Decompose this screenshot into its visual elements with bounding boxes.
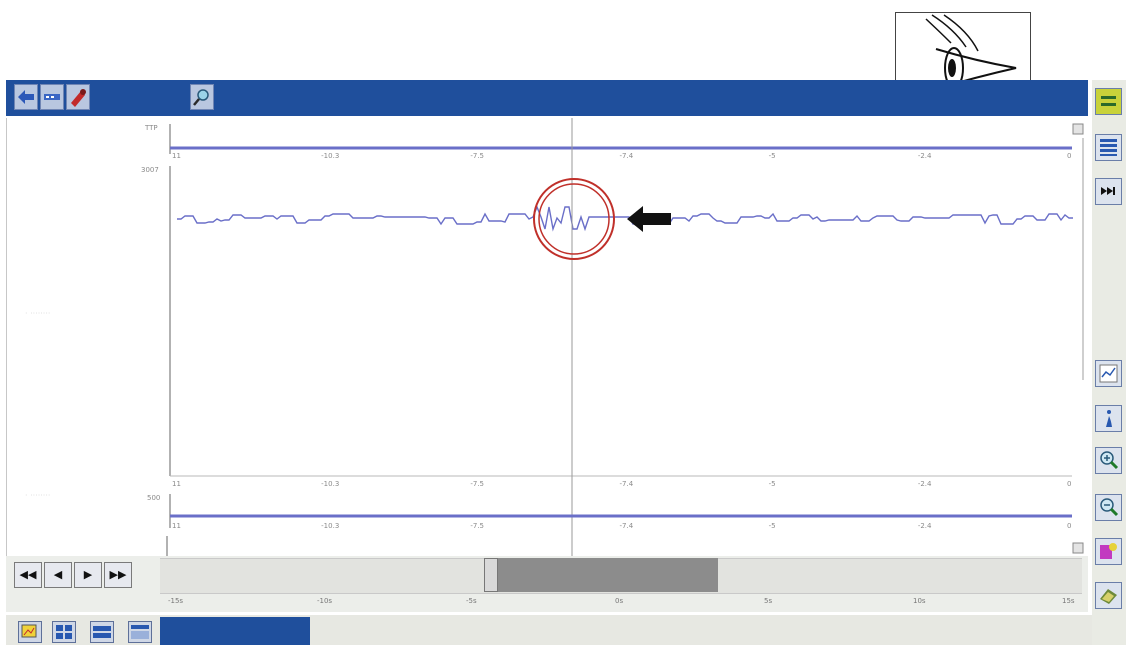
bottom-channel-ylabel: 500	[147, 494, 160, 502]
x-tick-label: -7.4	[620, 480, 634, 488]
skip-end-button[interactable]	[1095, 178, 1122, 205]
color-icon	[1100, 543, 1117, 559]
highlight-circle-inner	[538, 183, 610, 255]
x-tick-label: -2.4	[918, 522, 932, 530]
previous-button[interactable]: ◀	[44, 562, 72, 588]
list-view-icon	[93, 626, 111, 638]
expand-icon	[1101, 96, 1116, 106]
main-channel-ylabel: 3007	[141, 166, 159, 174]
graph-canvas[interactable]: TTP 3007 500 11 -10.3 -7.5 -7.4 -5 -2.4 0 11 -1…	[7, 118, 1089, 558]
status-icon	[44, 94, 60, 100]
table-view-icon	[131, 625, 149, 639]
info-icon	[1106, 410, 1112, 427]
magnifier-button[interactable]	[190, 84, 214, 110]
x-tick-label: 11	[172, 152, 181, 160]
x-tick-label: 11	[172, 480, 181, 488]
tool-icon	[71, 89, 86, 107]
x-tick-label: -7.4	[620, 152, 634, 160]
x-tick-label: -10.3	[321, 152, 339, 160]
graph-view-icon	[21, 624, 37, 638]
zoom-out-icon	[1100, 498, 1119, 517]
color-button[interactable]	[1095, 538, 1122, 565]
pointer-arrow-icon	[627, 206, 671, 232]
tool-button[interactable]	[66, 84, 90, 110]
timeline-tick-label: -15s	[168, 597, 184, 605]
x-tick-label: 0	[1067, 480, 1071, 488]
x-tick-label: -2.4	[918, 152, 932, 160]
first-button[interactable]: ◀◀	[14, 562, 42, 588]
x-tick-label: -7.5	[470, 522, 484, 530]
chart-icon	[1099, 364, 1118, 383]
top-channel-ylabel: TTP	[144, 124, 158, 132]
magnifier-icon	[193, 89, 209, 106]
right-toolbar	[1092, 80, 1126, 645]
x-tick-label: -5	[769, 480, 776, 488]
timeline-thumb-handle[interactable]	[484, 558, 498, 592]
x-tick-label: -7.5	[470, 152, 484, 160]
back-arrow-icon	[18, 90, 34, 104]
info-button[interactable]	[1095, 405, 1122, 432]
top-toolbar	[6, 80, 1088, 116]
timeline-tick-label: -5s	[466, 597, 477, 605]
grid-view-button[interactable]	[52, 621, 76, 643]
zoom-in-icon	[1100, 451, 1119, 470]
back-arrow-button[interactable]	[14, 84, 38, 110]
top-x-ticks: 11 -10.3 -7.5 -7.4 -5 -2.4 0	[172, 152, 1071, 160]
bottom-x-ticks: 11 -10.3 -7.5 -7.4 -5 -2.4 0	[172, 522, 1071, 530]
expand-button[interactable]	[1095, 88, 1122, 115]
print-icon	[1100, 589, 1117, 604]
main-channel-trace	[177, 205, 1073, 232]
x-tick-label: 0	[1067, 152, 1071, 160]
x-tick-label: -7.5	[470, 480, 484, 488]
x-tick-label: -5	[769, 522, 776, 530]
timeline-tick-label: 0s	[615, 597, 624, 605]
highlight-circle-outer	[533, 178, 615, 260]
x-tick-label: -7.4	[620, 522, 634, 530]
graph-view-button[interactable]	[18, 621, 42, 643]
timeline-tick-label: 15s	[1062, 597, 1075, 605]
table-view-button[interactable]	[128, 621, 152, 643]
last-button[interactable]: ▶▶	[104, 562, 132, 588]
scroll-up-button[interactable]	[1072, 123, 1084, 135]
zoom-in-button[interactable]	[1095, 447, 1122, 474]
grid-view-icon	[56, 625, 72, 639]
list-icon	[1100, 139, 1117, 156]
timeline-tick-label: 5s	[764, 597, 773, 605]
list-view-button[interactable]	[90, 621, 114, 643]
zoom-out-button[interactable]	[1095, 494, 1122, 521]
x-tick-label: 0	[1067, 522, 1071, 530]
timeline-tick-label: -10s	[317, 597, 333, 605]
x-tick-label: -10.3	[321, 522, 339, 530]
print-button[interactable]	[1095, 582, 1122, 609]
list-button[interactable]	[1095, 134, 1122, 161]
x-tick-label: -10.3	[321, 480, 339, 488]
x-tick-label: 11	[172, 522, 181, 530]
x-tick-label: -5	[769, 152, 776, 160]
bottom-status-area	[160, 617, 310, 645]
playback-controls: ◀◀ ◀ ▶ ▶▶	[14, 562, 154, 588]
graph-area[interactable]: TTP 3007 500 11 -10.3 -7.5 -7.4 -5 -2.4 0 11 -1…	[6, 118, 1089, 558]
chart-button[interactable]	[1095, 360, 1122, 387]
channel-side-label-2: · ········	[25, 491, 50, 500]
skip-end-icon	[1101, 187, 1115, 195]
scroll-down-button[interactable]	[1072, 542, 1084, 554]
timeline-thumb[interactable]	[498, 558, 718, 592]
x-tick-label: -2.4	[918, 480, 932, 488]
channel-side-label: · ········	[25, 309, 50, 318]
next-button[interactable]: ▶	[74, 562, 102, 588]
timeline-tick-label: 10s	[913, 597, 926, 605]
main-x-ticks: 11 -10.3 -7.5 -7.4 -5 -2.4 0	[172, 480, 1071, 488]
status-button[interactable]	[40, 84, 64, 110]
